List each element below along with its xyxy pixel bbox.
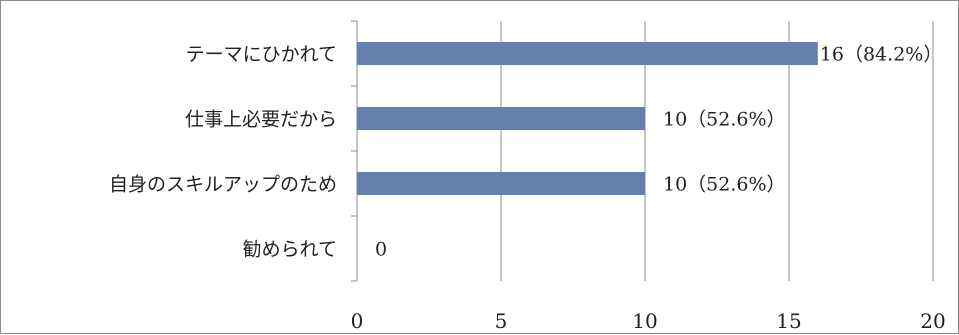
- bar-0: [357, 42, 818, 65]
- x-tick-label-0: 0: [351, 309, 364, 333]
- bars: [357, 42, 818, 195]
- x-tick-label-15: 15: [776, 309, 801, 333]
- category-label-3: 勧められて: [243, 239, 337, 261]
- data-label-0: 16（84.2%）: [820, 44, 943, 66]
- data-label-2: 10（52.6%）: [663, 174, 786, 196]
- category-label-0: テーマにひかれて: [186, 44, 337, 66]
- x-tick-label-5: 5: [495, 309, 508, 333]
- bar-1: [357, 107, 645, 130]
- data-label-1: 10（52.6%）: [663, 109, 786, 131]
- labels: 0 5 10 15 20 テーマにひかれて 16（84.2%） 仕事上必要だから 10（52.6…: [109, 44, 946, 334]
- data-label-3: 0: [375, 239, 387, 261]
- x-tick-label-20: 20: [920, 309, 945, 333]
- category-label-1: 仕事上必要だから: [185, 109, 337, 131]
- axes: [351, 20, 358, 282]
- bar-2: [357, 172, 645, 195]
- x-tick-label-10: 10: [632, 309, 657, 333]
- category-label-2: 自身のスキルアップのため: [109, 174, 337, 196]
